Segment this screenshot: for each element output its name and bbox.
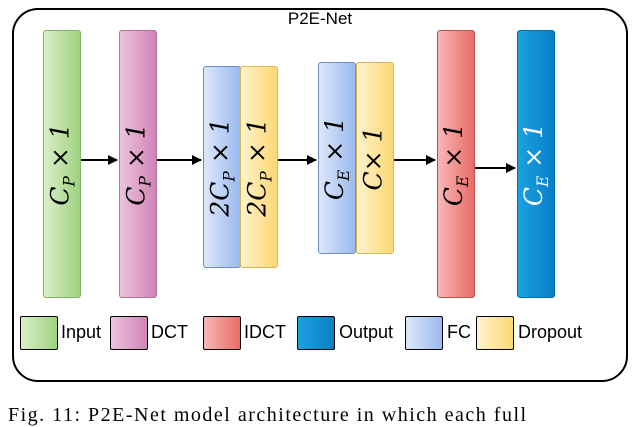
diagram-title: P2E-Net [287,9,353,28]
p2e-net-frame [12,8,628,382]
dropout-block-2: C× 1 [356,62,394,254]
legend-label-dct: DCT [151,322,188,342]
dropout-block-1: 2CP × 1 [240,66,278,268]
fc-block-1: 2CP × 1 [203,66,241,268]
fc-block-2: CE × 1 [318,62,356,254]
legend-label-idct: IDCT [244,322,286,342]
legend-swatch-fc [405,316,443,350]
legend-swatch-dropout [476,316,514,350]
legend-label-dropout: Dropout [518,322,583,342]
legend-swatch-output [297,316,335,350]
legend-swatch-dct [110,316,148,350]
legend-swatch-input [20,316,58,350]
input-block: CP × 1 [43,30,81,298]
legend-label-output: Output [339,322,394,342]
legend-swatch-idct [203,316,241,350]
figure-caption: Fig. 11: P2E-Net model architecture in w… [8,404,528,426]
dct-block: CP × 1 [119,30,157,298]
legend-label-fc: FC [447,322,471,342]
output-block: CE × 1 [517,30,555,298]
legend-label-input: Input [61,322,102,342]
idct-block: CE × 1 [437,30,475,298]
